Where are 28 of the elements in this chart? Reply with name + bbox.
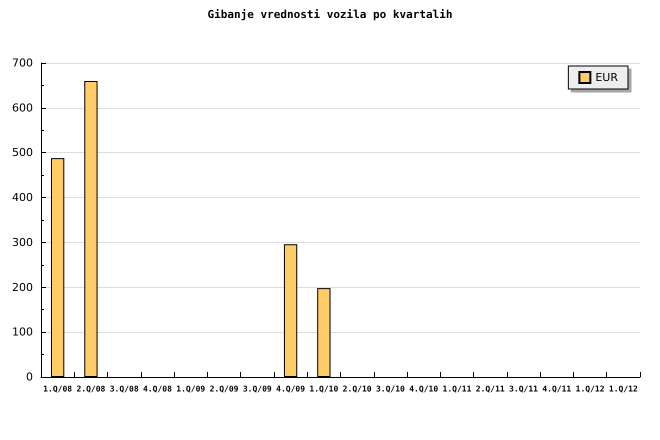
x-tick-label: 2.Q/08 bbox=[76, 384, 106, 394]
x-tick-label: 2.Q/09 bbox=[210, 384, 239, 394]
y-tick-label: 500 bbox=[12, 146, 33, 160]
x-tick-label: 3.Q/11 bbox=[509, 384, 538, 394]
x-tick-label: 4.Q/09 bbox=[276, 384, 306, 394]
x-tick-label: 3.Q/10 bbox=[376, 384, 406, 394]
x-tick-label: 4.Q/11 bbox=[542, 384, 572, 394]
y-tick-label: 400 bbox=[12, 191, 33, 204]
x-tick-label: 4.Q/08 bbox=[143, 384, 172, 394]
x-tick-label: 1.Q/09 bbox=[176, 384, 206, 394]
x-tick-label: 1.Q/08 bbox=[43, 384, 72, 394]
y-tick-label: 0 bbox=[26, 370, 33, 384]
x-tick-label: 4.Q/10 bbox=[409, 384, 438, 394]
chart-title: Gibanje vrednosti vozila po kvartalih bbox=[207, 8, 453, 21]
y-tick-label: 100 bbox=[12, 326, 33, 339]
x-tick-label: 3.Q/09 bbox=[242, 384, 272, 394]
y-tick-label: 300 bbox=[12, 236, 33, 249]
x-tick-label: 1.Q/12 bbox=[576, 384, 605, 394]
x-tick-label: 2.Q/10 bbox=[342, 384, 372, 394]
x-tick-label: 1.Q/10 bbox=[309, 384, 338, 394]
x-tick-label: 1.Q/12 bbox=[608, 384, 638, 394]
x-tick-label: 3.Q/08 bbox=[110, 384, 139, 394]
y-tick-label: 600 bbox=[12, 101, 33, 114]
legend-label: EUR bbox=[595, 71, 618, 84]
x-tick-label: 1.Q/11 bbox=[442, 384, 472, 394]
y-tick-label: 700 bbox=[12, 56, 33, 70]
y-tick-label: 200 bbox=[12, 280, 33, 294]
x-tick-label: 2.Q/11 bbox=[476, 384, 505, 394]
